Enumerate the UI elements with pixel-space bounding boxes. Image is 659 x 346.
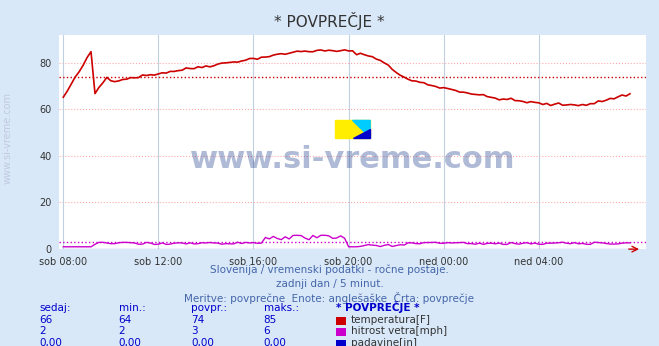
Text: 85: 85 (264, 315, 277, 325)
Text: Slovenija / vremenski podatki - ročne postaje.: Slovenija / vremenski podatki - ročne po… (210, 265, 449, 275)
Text: 0,00: 0,00 (191, 338, 214, 346)
Text: sedaj:: sedaj: (40, 303, 71, 313)
Polygon shape (353, 120, 370, 138)
Text: 3: 3 (191, 326, 198, 336)
Text: temperatura[F]: temperatura[F] (351, 315, 430, 325)
Text: maks.:: maks.: (264, 303, 299, 313)
Text: www.si-vreme.com: www.si-vreme.com (3, 92, 13, 184)
Text: 0,00: 0,00 (40, 338, 63, 346)
Text: * POVPREČJE *: * POVPREČJE * (274, 12, 385, 30)
Text: hitrost vetra[mph]: hitrost vetra[mph] (351, 326, 447, 336)
Text: zadnji dan / 5 minut.: zadnji dan / 5 minut. (275, 279, 384, 289)
Text: 2: 2 (119, 326, 125, 336)
Text: Meritve: povprečne  Enote: anglešaške  Črta: povprečje: Meritve: povprečne Enote: anglešaške Črt… (185, 292, 474, 304)
Text: 6: 6 (264, 326, 270, 336)
Text: 0,00: 0,00 (119, 338, 142, 346)
Text: www.si-vreme.com: www.si-vreme.com (190, 145, 515, 174)
Text: 64: 64 (119, 315, 132, 325)
Text: min.:: min.: (119, 303, 146, 313)
Text: 2: 2 (40, 326, 46, 336)
Text: 0,00: 0,00 (264, 338, 287, 346)
Text: povpr.:: povpr.: (191, 303, 227, 313)
Text: * POVPREČJE *: * POVPREČJE * (336, 301, 420, 313)
Polygon shape (353, 129, 370, 138)
Text: 66: 66 (40, 315, 53, 325)
Polygon shape (335, 120, 370, 138)
Text: padavine[in]: padavine[in] (351, 338, 416, 346)
Text: 74: 74 (191, 315, 204, 325)
